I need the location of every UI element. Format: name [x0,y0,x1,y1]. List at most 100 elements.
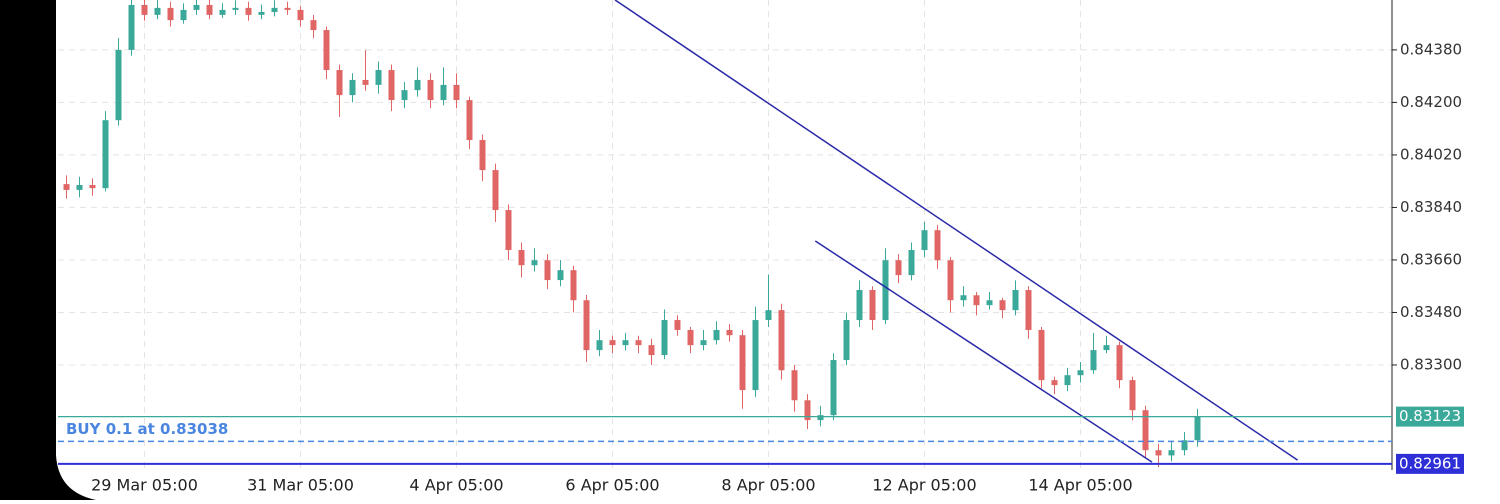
candle-body [843,320,850,361]
candle-body [934,230,941,261]
candle-body [1051,380,1058,386]
candle-body [258,11,265,15]
candle-body [817,415,824,421]
candle-body [167,7,174,21]
x-tick-label: 29 Mar 05:00 [91,476,198,495]
candle-body [401,90,408,101]
candle-body [1064,375,1071,386]
candle-body [89,184,96,189]
y-tick-label: 0.83840 [1400,198,1462,216]
candle-body [336,70,343,96]
axes: 0.83300 0.83480 0.83660 0.83840 0.84020 0.842… [91,0,1462,495]
candle-body [1025,289,1032,330]
candle-body [1090,350,1097,371]
candle-body [492,170,499,211]
candle-body [596,340,603,351]
candle-body [128,4,135,50]
candle-body [531,260,538,266]
y-tick-label: 0.83480 [1400,303,1462,321]
y-tick-label: 0.83660 [1400,250,1462,268]
x-tick-label: 4 Apr 05:00 [409,476,503,495]
candle-body [349,79,356,96]
candle-body [973,295,980,306]
candle-body [999,300,1006,311]
price-tag-label: 0.82961 [1399,454,1461,472]
candle-body [1129,380,1136,411]
candle-body [908,250,915,276]
candle-body [882,260,889,321]
candle-body [713,329,720,341]
candle-body [414,79,421,91]
price-tag [1396,453,1464,474]
candle-body [440,84,447,101]
candle-body [1103,345,1110,351]
candle-body [518,250,525,266]
candle-body [271,7,278,12]
x-tick-label: 12 Apr 05:00 [872,476,976,495]
candle-body [804,400,811,421]
candle-body [609,340,616,346]
candle-body [375,70,382,85]
candle-body [323,30,330,71]
price-tag-label: 0.83123 [1399,407,1461,425]
candle-body [622,340,629,346]
candle-body [1038,329,1045,381]
candle-body [193,4,200,10]
y-tick-label: 0.84200 [1400,93,1462,111]
candle-body [947,260,954,301]
candle-body [219,9,226,15]
candle-body [1168,450,1175,456]
candle-body [284,7,291,10]
candle-body [752,320,759,391]
x-tick-label: 8 Apr 05:00 [721,476,815,495]
candle-body [388,70,395,101]
candle-body [362,79,369,85]
candle-body [960,295,967,301]
candle-body [791,370,798,401]
y-tick-label: 0.83300 [1400,355,1462,373]
candle-body [726,329,733,336]
candle-body [141,4,148,15]
candle-body [856,289,863,321]
candle-body [869,289,876,321]
candle-body [1194,416,1201,441]
candle-body [102,120,109,189]
candle-body [895,260,902,276]
candle-body [1116,345,1123,381]
candle-body [206,4,213,15]
candle-body [661,320,668,356]
candle-body [557,270,564,281]
candle-body [115,49,122,121]
candle-body [466,100,473,141]
x-tick-label: 31 Mar 05:00 [247,476,354,495]
candle-body [700,340,707,346]
candle-body [76,184,83,190]
candle-body [778,310,785,371]
candle-body [505,210,512,251]
candle-body [570,270,577,301]
candle-body [180,9,187,21]
candle-body [635,340,642,346]
price-tag [1396,406,1464,427]
candle-body [687,329,694,346]
candle-body [453,84,460,101]
candle-body [1155,450,1162,456]
candle-body [921,230,928,251]
candle-body [232,7,239,10]
candle-body [830,360,837,416]
x-tick-label: 6 Apr 05:00 [565,476,659,495]
candle-body [765,310,772,321]
order-label: BUY 0.1 at 0.83038 [66,420,228,438]
candle-body [1012,289,1019,311]
candle-body [297,9,304,21]
y-tick-label: 0.84380 [1400,40,1462,58]
candle-body [674,320,681,330]
candle-body [63,184,70,190]
candle-body [479,140,486,171]
candle-body [544,260,551,281]
trendline [814,240,1153,463]
candle-body [245,7,252,15]
candle-body [427,79,434,101]
candle-body [583,300,590,351]
